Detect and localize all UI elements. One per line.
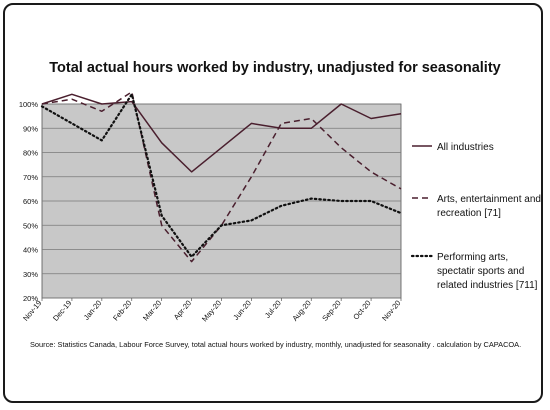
x-tick-label: Feb-20	[111, 299, 133, 323]
y-tick-label: 80%	[23, 149, 38, 158]
legend-label-arts: Arts, entertainment and recreation [71]	[437, 194, 544, 219]
y-tick-label: 20%	[23, 294, 38, 303]
y-tick-label: 100%	[19, 100, 39, 109]
series-lines	[40, 91, 403, 263]
x-tick-label: Aug-20	[290, 299, 312, 323]
x-tick-label: Mar-20	[141, 299, 163, 323]
x-tick-label: Jan-20	[82, 299, 104, 322]
legend-label-performing-arts: Performing arts, spectatir sports and re…	[437, 252, 538, 291]
x-tick-label: Jul-20	[263, 299, 283, 320]
legend-label-all-industries: All industries	[437, 142, 494, 153]
x-tick-label: Jun-20	[231, 299, 253, 322]
source-note: Source: Statistics Canada, Labour Force …	[30, 340, 522, 349]
series-line-all-industries	[41, 93, 402, 173]
y-tick-label: 90%	[23, 124, 38, 133]
x-axis-ticks: Nov-19 Dec-19 Jan-20 Feb-20 Mar-20 Apr-20 May-…	[21, 298, 403, 324]
y-tick-label: 60%	[23, 197, 38, 206]
y-tick-label: 50%	[23, 221, 38, 230]
x-tick-label: Dec-19	[51, 299, 73, 323]
chart-title: Total actual hours worked by industry, u…	[49, 60, 501, 76]
x-tick-label: Sep-20	[320, 299, 342, 323]
y-tick-label: 70%	[23, 173, 38, 182]
legend: All industries Arts, entertainment and r…	[410, 142, 544, 291]
series-line-performing-arts-spectatir-spor	[40, 93, 403, 258]
x-tick-label: Oct-20	[351, 299, 372, 322]
series-line-arts-entertainment-and-recreat	[41, 91, 402, 263]
x-tick-label: May-20	[200, 299, 223, 324]
y-tick-label: 40%	[23, 246, 38, 255]
y-tick-label: 30%	[23, 270, 38, 279]
x-tick-label: Apr-20	[172, 299, 193, 322]
y-axis-ticks: 20% 30% 40% 50% 60% 70% 80% 90% 100%	[19, 100, 39, 303]
x-tick-label: Nov-20	[380, 299, 402, 323]
